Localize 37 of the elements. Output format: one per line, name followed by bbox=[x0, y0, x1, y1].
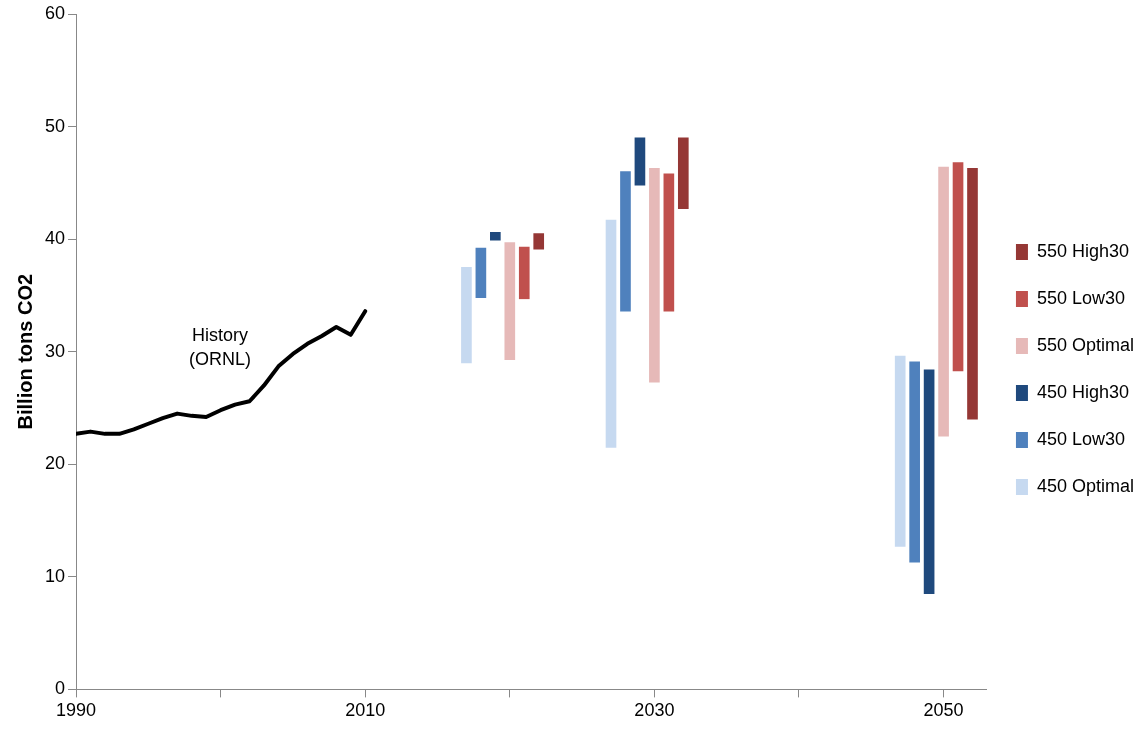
bar bbox=[475, 247, 487, 298]
y-tick-label: 40 bbox=[44, 228, 66, 249]
bar bbox=[677, 137, 689, 210]
bar bbox=[634, 137, 646, 186]
y-axis-title: Billion tons CO2 bbox=[13, 273, 36, 430]
bar bbox=[490, 232, 501, 241]
x-tick-label: 2050 bbox=[923, 700, 964, 721]
y-tick-label: 20 bbox=[44, 453, 66, 474]
bar bbox=[909, 361, 920, 563]
y-tick-label: 50 bbox=[44, 115, 66, 136]
y-tick-label: 10 bbox=[44, 565, 66, 586]
bar bbox=[620, 171, 631, 312]
bar bbox=[518, 246, 530, 300]
legend-label: 550 Low30 bbox=[1036, 287, 1126, 308]
annotation: History (ORNL) bbox=[188, 325, 251, 370]
legend-label: 450 Low30 bbox=[1036, 428, 1126, 449]
x-tick-label: 2030 bbox=[634, 700, 675, 721]
bar bbox=[663, 173, 675, 312]
legend-label: 450 Optimal bbox=[1036, 475, 1135, 496]
bar bbox=[894, 355, 906, 547]
y-tick-label: 0 bbox=[55, 678, 66, 699]
bar bbox=[533, 233, 545, 250]
legend-label: 450 High30 bbox=[1036, 381, 1130, 402]
bar bbox=[461, 266, 472, 364]
bar bbox=[967, 167, 978, 420]
x-tick-label: 1990 bbox=[56, 700, 97, 721]
bar bbox=[504, 242, 516, 360]
x-tick-label: 2010 bbox=[345, 700, 386, 721]
legend-label: 550 Optimal bbox=[1036, 334, 1135, 355]
legend-label: 550 High30 bbox=[1036, 240, 1130, 261]
y-tick-label: 60 bbox=[44, 2, 66, 23]
bar bbox=[605, 219, 617, 448]
y-tick-label: 30 bbox=[44, 340, 66, 361]
bar bbox=[923, 369, 935, 595]
bar bbox=[952, 162, 964, 372]
bar bbox=[938, 166, 949, 437]
bar bbox=[649, 167, 660, 383]
